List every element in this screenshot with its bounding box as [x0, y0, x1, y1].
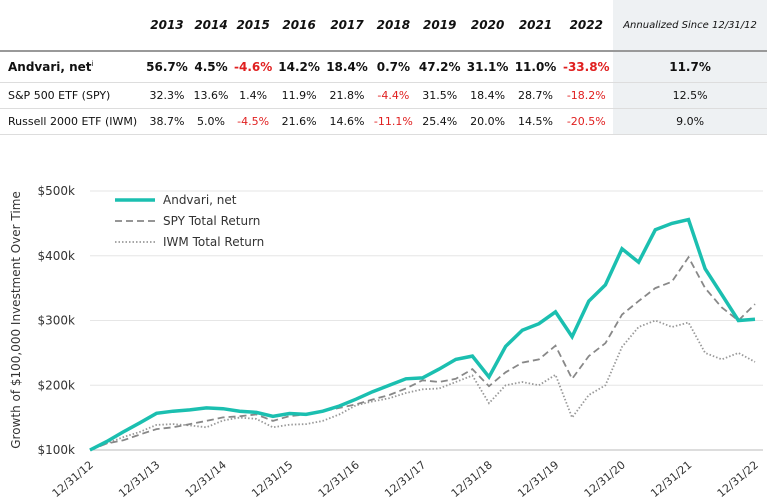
- cell: 18.4%: [323, 51, 371, 83]
- cell: 4.5%: [190, 51, 232, 83]
- column-header: 2014: [190, 0, 232, 52]
- legend-label: SPY Total Return: [163, 214, 260, 228]
- x-tick-label: 12/31/12: [50, 458, 96, 500]
- cell: 38.7%: [143, 108, 191, 135]
- cell: 47.2%: [415, 51, 464, 83]
- cell: -18.2%: [559, 82, 614, 109]
- x-tick-label: 12/31/15: [249, 458, 295, 500]
- cell: -20.5%: [559, 108, 614, 135]
- cell: 56.7%: [143, 51, 191, 83]
- column-header: 2018: [370, 0, 416, 52]
- legend-label: Andvari, net: [163, 193, 237, 207]
- header-row: 2013 2014 2015 2016 2017 2018 2019 2020 2021 2022…: [0, 0, 767, 52]
- y-tick-label: $300k: [38, 314, 76, 328]
- x-tick-label: 12/31/14: [183, 458, 229, 500]
- label-text: Andvari, net: [8, 60, 92, 74]
- cell: 11.0%: [511, 51, 560, 83]
- y-tick-label: $500k: [38, 184, 76, 198]
- x-tick-label: 12/31/16: [316, 458, 362, 500]
- cell: -4.5%: [231, 108, 276, 135]
- x-tick-label: 12/31/19: [515, 458, 561, 500]
- table-row: Andvari, neti 56.7% 4.5% -4.6% 14.2% 18.4% 0.7…: [0, 51, 767, 83]
- cell: 18.4%: [463, 82, 512, 109]
- cell: -4.6%: [231, 51, 276, 83]
- series-line: [89, 255, 756, 451]
- cell: 1.4%: [231, 82, 276, 109]
- column-header: 2020: [463, 0, 512, 52]
- table-row: S&P 500 ETF (SPY) 32.3% 13.6% 1.4% 11.9% 21.8…: [0, 82, 767, 109]
- cell: 9.0%: [613, 108, 767, 135]
- cell: 31.5%: [415, 82, 464, 109]
- cell: 14.6%: [323, 108, 371, 135]
- cell: 11.9%: [275, 82, 324, 109]
- cell: 20.0%: [463, 108, 512, 135]
- chart: Growth of $100,000 Investment Over Time …: [9, 184, 763, 500]
- cell: 25.4%: [415, 108, 464, 135]
- cell: 11.7%: [613, 51, 767, 83]
- cell: 31.1%: [463, 51, 512, 83]
- column-header: 2019: [415, 0, 464, 52]
- cell: 0.7%: [370, 51, 416, 83]
- footnote-marker: i: [91, 60, 94, 68]
- series-line: [89, 217, 756, 452]
- y-tick-label: $400k: [38, 249, 76, 263]
- cell: -4.4%: [370, 82, 416, 109]
- x-tick-label: 12/31/18: [449, 458, 495, 500]
- returns-table: 2013 2014 2015 2016 2017 2018 2019 2020 2021 2022…: [0, 0, 767, 135]
- column-header: 2021: [511, 0, 560, 52]
- row-label: Russell 2000 ETF (IWM): [0, 108, 143, 135]
- table-row: Russell 2000 ETF (IWM) 38.7% 5.0% -4.5% 21.6…: [0, 108, 767, 135]
- y-tick-label: $100k: [38, 443, 76, 457]
- row-label: Andvari, neti: [0, 51, 143, 83]
- y-tick-label: $200k: [38, 378, 76, 392]
- cell: 13.6%: [190, 82, 232, 109]
- cell: 32.3%: [143, 82, 191, 109]
- column-header: Annualized Since 12/31/12: [613, 0, 767, 52]
- corner: [0, 0, 143, 52]
- y-axis-title: Growth of $100,000 Investment Over Time: [9, 191, 23, 449]
- column-header: 2016: [275, 0, 324, 52]
- cell: 28.7%: [511, 82, 560, 109]
- column-header: 2022: [559, 0, 614, 52]
- label-text: S&P 500 ETF (SPY): [8, 89, 111, 102]
- cell: 21.8%: [323, 82, 371, 109]
- column-header: 2015: [231, 0, 276, 52]
- x-tick-label: 12/31/21: [648, 458, 694, 500]
- row-label: S&P 500 ETF (SPY): [0, 82, 143, 109]
- cell: 12.5%: [613, 82, 767, 109]
- label-text: Russell 2000 ETF (IWM): [8, 115, 138, 128]
- series-line: [89, 319, 756, 451]
- cell: -11.1%: [370, 108, 416, 135]
- x-tick-label: 12/31/13: [116, 458, 162, 500]
- x-tick-label: 12/31/17: [382, 458, 428, 500]
- x-tick-label: 12/31/20: [582, 458, 628, 500]
- cell: 21.6%: [275, 108, 324, 135]
- legend-label: IWM Total Return: [163, 235, 264, 249]
- cell: 14.5%: [511, 108, 560, 135]
- cell: 5.0%: [190, 108, 232, 135]
- cell: -33.8%: [559, 51, 614, 83]
- column-header: 2017: [323, 0, 371, 52]
- cell: 14.2%: [275, 51, 324, 83]
- column-header: 2013: [143, 0, 191, 52]
- x-tick-label: 12/31/22: [715, 458, 761, 500]
